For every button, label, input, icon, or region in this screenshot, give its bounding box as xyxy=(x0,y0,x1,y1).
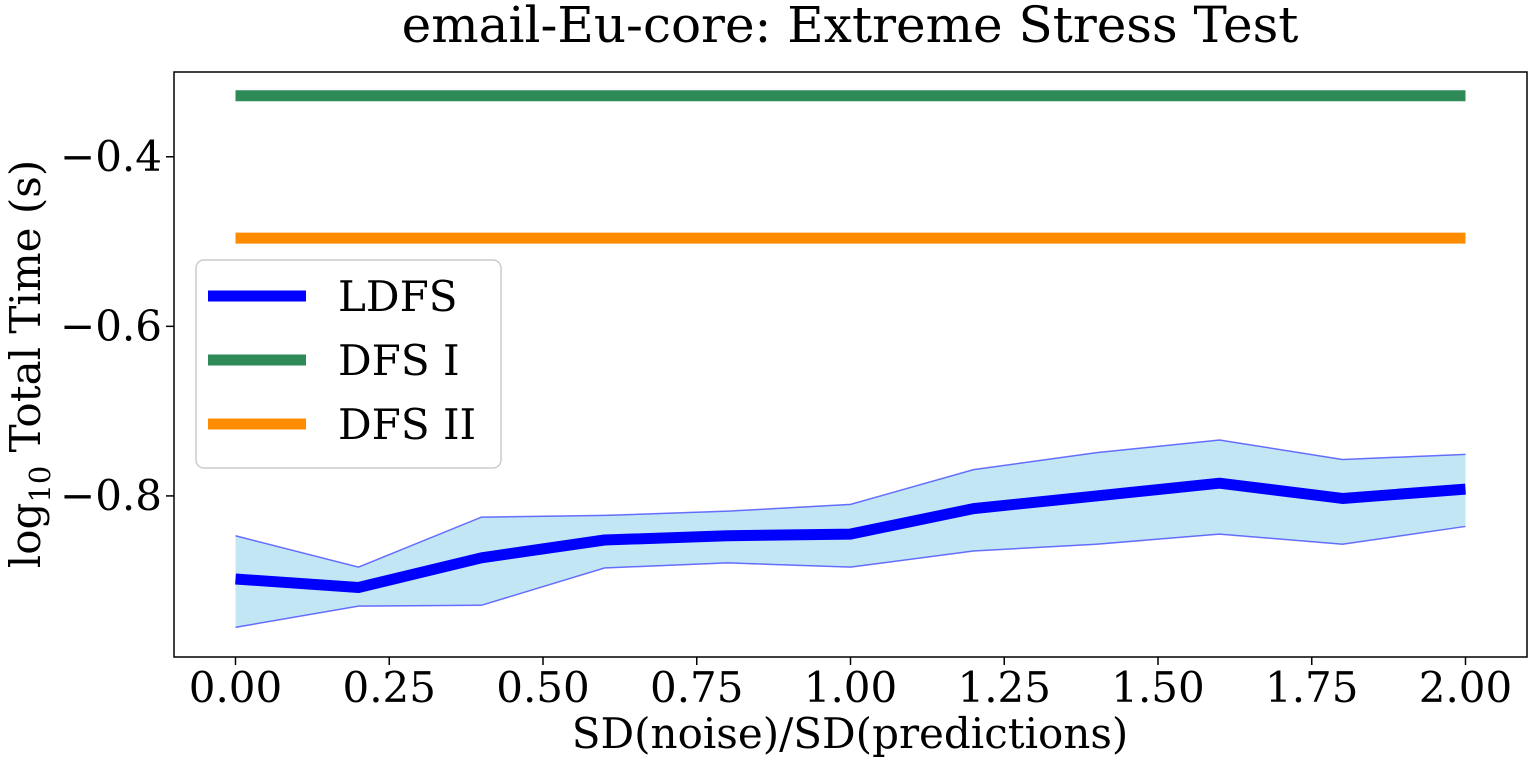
legend-label-dfs-ii: DFS II xyxy=(338,400,476,449)
y-tick-label: −0.4 xyxy=(60,132,162,181)
x-tick-label: 0.50 xyxy=(496,663,590,712)
legend: LDFS DFS I DFS II xyxy=(195,259,502,469)
x-tick-label: 0.00 xyxy=(189,663,283,712)
y-tick-label: −0.8 xyxy=(60,471,162,520)
legend-entries: LDFS DFS I DFS II xyxy=(208,272,476,449)
x-tick-label: 0.25 xyxy=(342,663,436,712)
y-axis-label: log10 Total Time (s) xyxy=(1,160,57,568)
y-tick-label: −0.6 xyxy=(60,301,162,350)
series-layer xyxy=(235,90,1466,593)
y-axis-label-prefix: log xyxy=(1,503,50,569)
x-axis-ticks: 0.00 0.25 0.50 0.75 1.00 1.25 1.50 1.75 2.00 xyxy=(189,657,1513,712)
y-axis-label-subscript: 10 xyxy=(23,466,57,503)
legend-frame xyxy=(195,259,502,469)
x-tick-label: 0.75 xyxy=(650,663,744,712)
ldfs-band-upper-edge xyxy=(235,439,1466,568)
chart-title: email-Eu-core: Extreme Stress Test xyxy=(402,0,1299,54)
ldfs-band-lower-edge xyxy=(235,525,1466,629)
x-axis-label: SD(noise)/SD(predictions) xyxy=(572,709,1129,758)
x-tick-label: 1.75 xyxy=(1265,663,1359,712)
y-axis-ticks: −0.4 −0.6 −0.8 xyxy=(60,132,174,520)
x-tick-label: 1.00 xyxy=(804,663,898,712)
legend-label-dfs-i: DFS I xyxy=(338,336,460,385)
x-tick-label: 1.25 xyxy=(957,663,1051,712)
legend-label-ldfs: LDFS xyxy=(338,272,457,321)
x-tick-label: 2.00 xyxy=(1419,663,1513,712)
ldfs-line xyxy=(235,477,1466,593)
y-axis-label-suffix: Total Time (s) xyxy=(1,160,50,466)
svg-text:log10 Total Time (s): log10 Total Time (s) xyxy=(1,160,57,568)
x-tick-label: 1.50 xyxy=(1111,663,1205,712)
